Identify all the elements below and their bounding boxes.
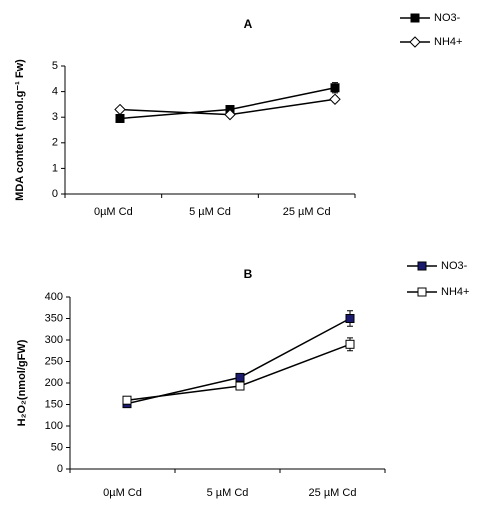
marker	[224, 108, 236, 121]
marker	[345, 314, 355, 323]
legend-label: NH4+	[441, 286, 469, 298]
series-line	[126, 343, 351, 401]
y-tick-label: 1	[52, 162, 58, 174]
y-tick-label: 0	[52, 188, 58, 200]
y-tick-label: 4	[52, 86, 58, 98]
marker	[115, 113, 125, 123]
x-tick-label: 0µM Cd	[94, 206, 133, 218]
marker	[417, 261, 427, 271]
chart-title: B	[244, 267, 253, 281]
y-tick-label: 300	[45, 334, 63, 346]
y-tick-label: 0	[57, 463, 63, 475]
marker	[329, 93, 341, 105]
series-line	[126, 317, 351, 405]
legend-label: NO3-	[434, 12, 461, 24]
marker	[330, 83, 340, 93]
y-tick-label: 350	[45, 312, 63, 324]
marker	[235, 372, 245, 382]
marker	[235, 381, 245, 391]
x-tick-label: 5 µM Cd	[207, 487, 249, 499]
y-axis-label: H₂O₂(nmol/gFW)	[16, 339, 28, 426]
legend-label: NH4+	[434, 36, 462, 48]
x-tick-label: 0µM Cd	[103, 487, 142, 499]
marker	[345, 339, 355, 349]
legend-label: NO3-	[441, 260, 468, 272]
marker	[114, 103, 126, 116]
y-tick-label: 150	[45, 398, 63, 410]
x-tick-label: 25 µM Cd	[283, 206, 331, 218]
marker	[410, 13, 420, 23]
y-tick-label: 100	[45, 420, 63, 432]
marker	[122, 395, 132, 405]
marker	[417, 287, 427, 297]
y-tick-label: 250	[45, 355, 63, 367]
y-tick-label: 3	[52, 111, 58, 123]
x-tick-label: 5 µM Cd	[189, 206, 231, 218]
y-axis-label: MDA content (nmol.g⁻¹ Fw)	[14, 59, 26, 201]
y-tick-label: 400	[45, 291, 63, 303]
marker	[409, 36, 421, 48]
chart-title: A	[244, 17, 253, 31]
y-tick-label: 2	[52, 137, 58, 149]
y-tick-label: 5	[52, 60, 58, 72]
x-tick-label: 25 µM Cd	[309, 487, 357, 499]
y-tick-label: 200	[45, 377, 63, 389]
y-tick-label: 50	[51, 441, 63, 453]
